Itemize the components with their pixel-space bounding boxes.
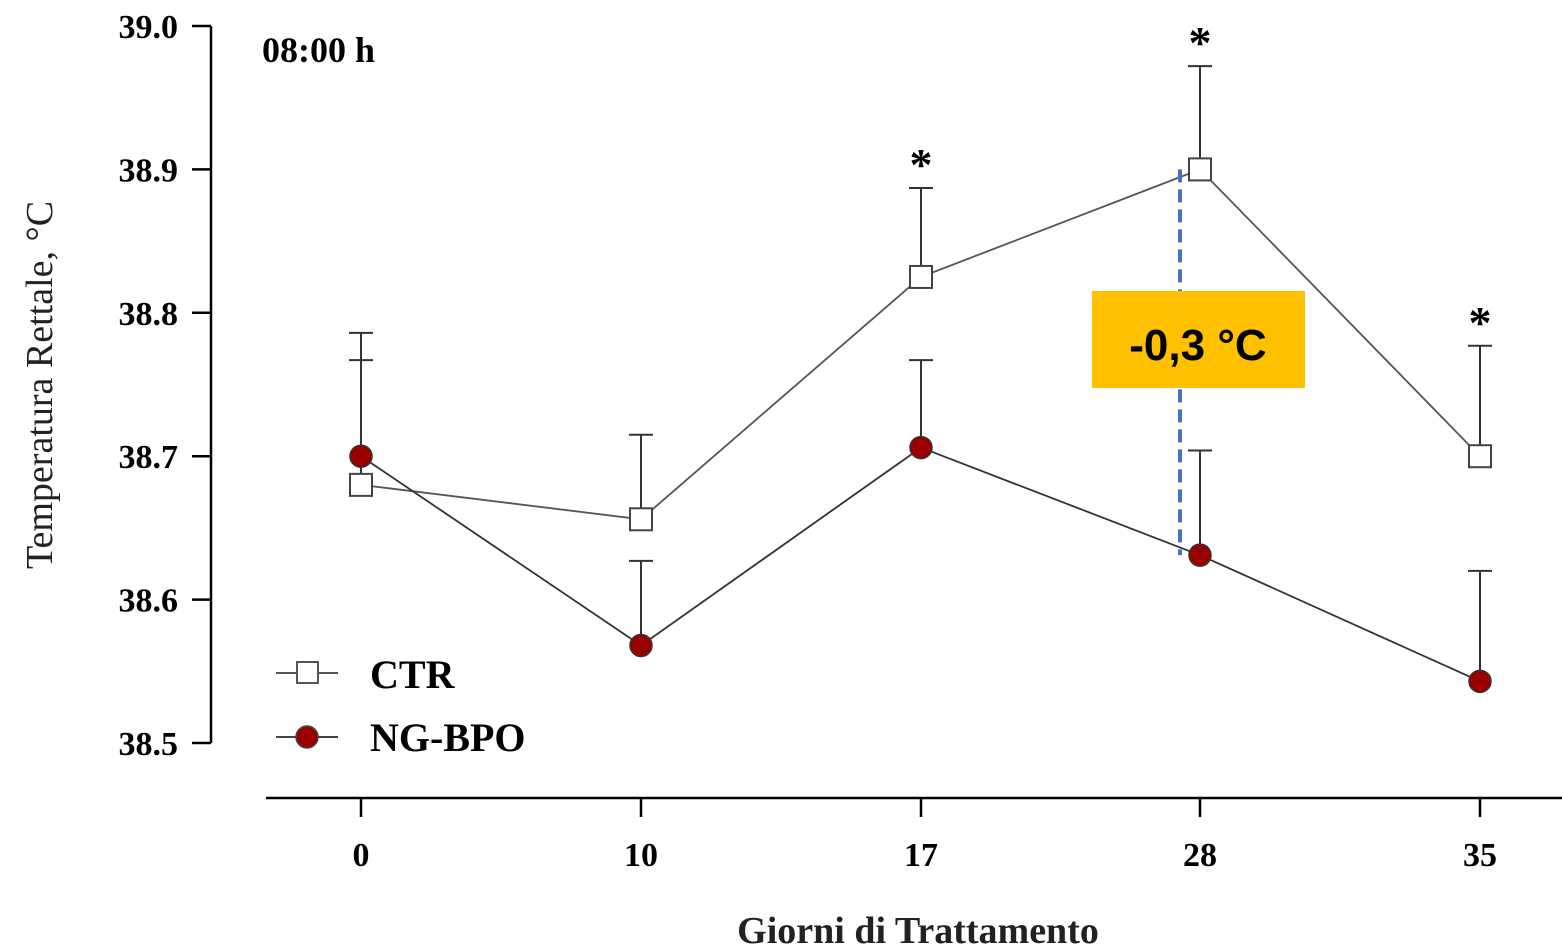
- y-tick-label: 38.6: [119, 583, 179, 620]
- x-ticks: 0 10 17 28 35: [353, 798, 1497, 874]
- legend-ngbpo-label: NG-BPO: [370, 715, 526, 760]
- significance-markers: * * *: [910, 17, 1492, 348]
- series-line-ng-bpo: [360, 446, 1481, 683]
- ctr-marker: [1468, 444, 1492, 469]
- y-ticks: 38.5 38.6 38.7 38.8 38.9 39.0: [119, 9, 211, 763]
- ngbpo-marker: [629, 633, 653, 658]
- significance-asterisk: *: [1189, 17, 1212, 68]
- legend: CTR NG-BPO: [276, 652, 526, 760]
- y-tick-label: 38.7: [119, 439, 179, 476]
- y-tick-label: 39.0: [119, 9, 179, 46]
- ctr-marker: [349, 472, 373, 497]
- x-tick-label: 17: [904, 837, 938, 874]
- ngbpo-marker: [1468, 669, 1492, 694]
- ctr-marker: [909, 264, 933, 289]
- ngbpo-marker: [349, 444, 373, 468]
- x-tick-label: 35: [1463, 837, 1497, 874]
- legend-ngbpo-marker: [295, 725, 319, 749]
- legend-ctr-label: CTR: [370, 652, 456, 697]
- legend-ctr-marker: [296, 661, 319, 684]
- x-axis-title: Giorni di Trattamento: [737, 910, 1099, 948]
- y-tick-label: 38.5: [119, 726, 179, 763]
- significance-asterisk: *: [910, 139, 933, 190]
- ctr-marker: [1188, 157, 1212, 182]
- y-tick-label: 38.8: [119, 296, 179, 333]
- series-markers: [349, 157, 1492, 694]
- x-tick-label: 10: [624, 837, 658, 874]
- ngbpo-marker: [909, 435, 933, 460]
- ctr-marker: [629, 507, 653, 532]
- difference-label: -0,3 °C: [1129, 321, 1266, 370]
- x-tick-label: 28: [1183, 837, 1217, 874]
- time-annotation: 08:00 h: [262, 30, 375, 70]
- ngbpo-marker: [1188, 543, 1212, 567]
- error-bars: [349, 65, 1492, 682]
- x-tick-label: 0: [353, 837, 370, 874]
- difference-label-box: [1092, 291, 1305, 388]
- y-tick-label: 38.9: [119, 152, 179, 189]
- significance-asterisk: *: [1469, 297, 1492, 348]
- y-axis-title: Temperatura Rettale, °C: [19, 201, 61, 569]
